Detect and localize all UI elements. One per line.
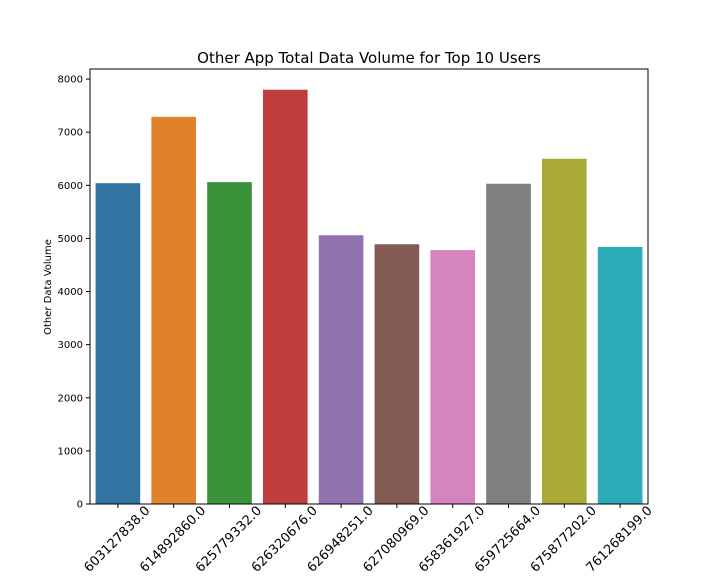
y-tick-label: 5000: [58, 234, 83, 245]
y-tick-label: 7000: [58, 128, 83, 139]
bar-626320676.0: [262, 89, 308, 504]
bar-626948251.0: [318, 235, 364, 504]
bar-625779332.0: [207, 182, 252, 504]
x-axis: 603127838.0614892860.0625779332.06263206…: [81, 504, 655, 576]
y-tick-label: 4000: [58, 287, 83, 298]
bar-761268199.0: [597, 246, 643, 504]
bar-603127838.0: [95, 183, 141, 504]
plot-frame: [89, 68, 649, 505]
y-tick-label: 1000: [58, 446, 83, 457]
bar-675877202.0: [541, 158, 587, 504]
y-tick-label: 2000: [58, 393, 83, 404]
y-axis: 0 1000 2000 3000 4000 5000 6000 7000 8000: [58, 75, 90, 511]
bar-614892860.0: [151, 116, 197, 505]
y-tick-label: 6000: [58, 181, 83, 192]
bar-627080969.0: [374, 244, 420, 504]
y-axis-label: Other Data Volume: [43, 239, 54, 335]
bars-group: [95, 89, 643, 505]
y-tick-label: 0: [77, 500, 83, 511]
bar-658361927.0: [430, 250, 476, 504]
y-tick-label: 8000: [58, 75, 83, 86]
bar-659725664.0: [486, 183, 531, 504]
chart-title: Other App Total Data Volume for Top 10 U…: [197, 49, 541, 67]
y-tick-label: 3000: [58, 340, 83, 351]
